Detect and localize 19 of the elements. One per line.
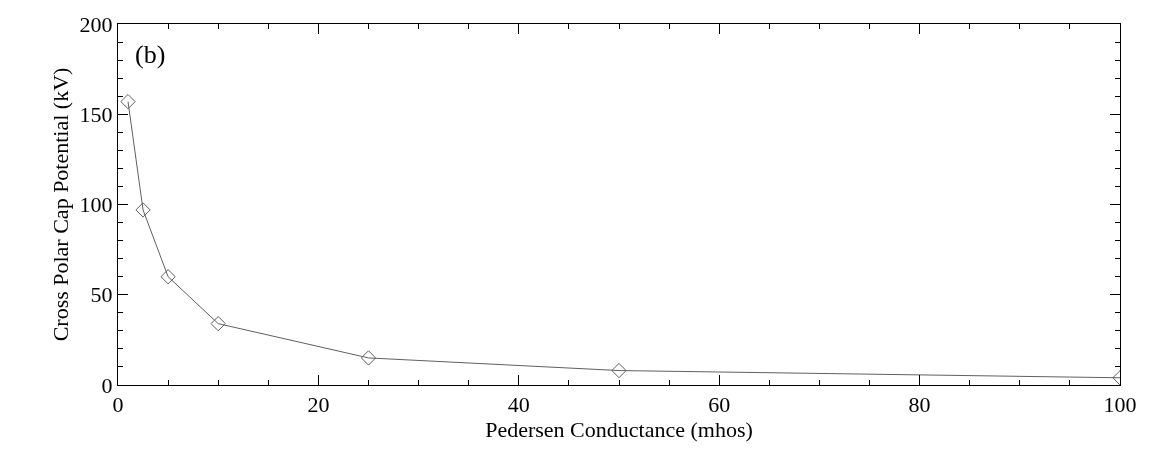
point (360, 350, 377, 366)
y-tick-label: 0 (101, 372, 113, 398)
x-tick-label: 60 (708, 392, 731, 418)
y-tick-label: 50 (90, 282, 113, 308)
point (135, 202, 151, 218)
x-tick-label: 80 (908, 392, 931, 418)
point (120, 93, 136, 110)
annotation: (b) (135, 40, 166, 69)
x-axis-title: Pedersen Conductance (mhos) (485, 417, 753, 443)
point (160, 269, 176, 285)
x-tick-label: 100 (1103, 392, 1137, 418)
y-tick-label: 100 (79, 192, 113, 218)
point (210, 315, 226, 332)
y-axis-title: Cross Polar Cap Potential (kV) (48, 67, 74, 342)
y-tick-label: 200 (79, 11, 113, 37)
x-tick-label: 40 (507, 392, 530, 418)
x-tick-label: 20 (307, 392, 330, 418)
y-tick-label: 150 (79, 101, 113, 127)
point (611, 362, 627, 379)
